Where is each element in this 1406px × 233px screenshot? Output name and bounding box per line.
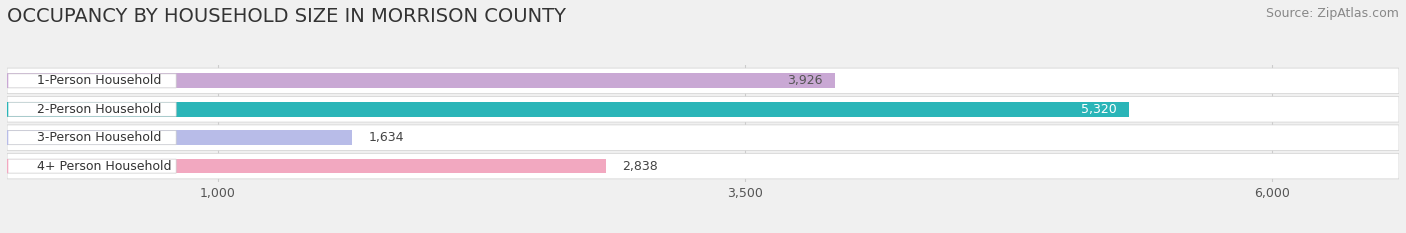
Text: 4+ Person Household: 4+ Person Household — [38, 160, 172, 173]
Bar — [7, 73, 835, 88]
Bar — [7, 159, 606, 174]
FancyBboxPatch shape — [7, 74, 176, 88]
Text: Source: ZipAtlas.com: Source: ZipAtlas.com — [1265, 7, 1399, 20]
Text: 3,926: 3,926 — [787, 74, 823, 87]
Bar — [7, 130, 351, 145]
Text: 2,838: 2,838 — [623, 160, 658, 173]
FancyBboxPatch shape — [7, 102, 176, 116]
FancyBboxPatch shape — [7, 96, 1399, 122]
Text: 5,320: 5,320 — [1081, 103, 1116, 116]
Text: 3-Person Household: 3-Person Household — [38, 131, 162, 144]
FancyBboxPatch shape — [7, 68, 1399, 94]
FancyBboxPatch shape — [7, 125, 1399, 151]
FancyBboxPatch shape — [7, 159, 176, 173]
Text: OCCUPANCY BY HOUSEHOLD SIZE IN MORRISON COUNTY: OCCUPANCY BY HOUSEHOLD SIZE IN MORRISON … — [7, 7, 567, 26]
FancyBboxPatch shape — [7, 131, 176, 145]
Bar — [7, 102, 1129, 117]
Text: 2-Person Household: 2-Person Household — [38, 103, 162, 116]
FancyBboxPatch shape — [7, 153, 1399, 179]
Text: 1,634: 1,634 — [368, 131, 404, 144]
Text: 1-Person Household: 1-Person Household — [38, 74, 162, 87]
